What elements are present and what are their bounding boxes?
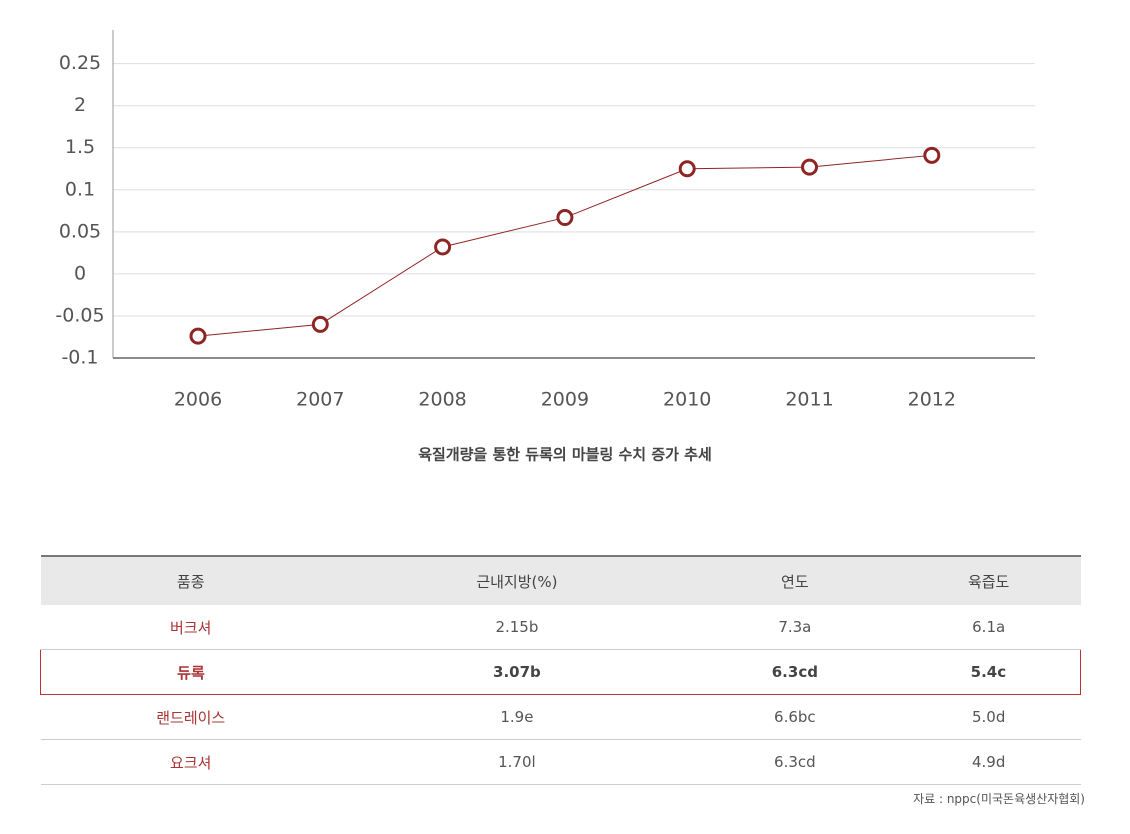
table-cell: 3.07b (340, 649, 693, 695)
table-cell: 6.3cd (692, 739, 897, 785)
x-tick-label: 2008 (418, 389, 466, 411)
y-tick-label: 0.1 (65, 178, 95, 200)
x-tick-label: 2006 (174, 389, 222, 411)
breed-name: 버크셔 (40, 605, 341, 650)
y-tick-label: 1.5 (65, 136, 95, 158)
data-point (189, 327, 207, 345)
y-tick-label: 2 (74, 94, 86, 116)
chart: 육질개량을 통한 듀록의 마블링 수치 증가 추세 -0.1 -0.05 0 0.05… (55, 30, 1035, 464)
data-point (678, 160, 696, 178)
table-cell: 1.70l (340, 739, 693, 785)
table-cell: 6.6bc (692, 694, 897, 740)
header-cell: 근내지방(%) (340, 555, 693, 605)
x-tick-label: 2012 (908, 389, 956, 411)
x-tick-label: 2011 (785, 389, 833, 411)
table-cell: 4.9d (896, 739, 1081, 785)
x-tick-label: 2009 (541, 389, 589, 411)
data-point (923, 146, 941, 164)
table-row: 요크셔 1.70l 6.3cd 4.9d (40, 739, 1081, 785)
table-row: 버크셔 2.15b 7.3a 6.1a (40, 605, 1081, 650)
x-tick-label: 2010 (663, 389, 711, 411)
x-tick-label: 2007 (296, 389, 344, 411)
table-cell: 5.4c (896, 649, 1081, 695)
table-cell: 6.1a (896, 605, 1081, 650)
table-cell: 5.0d (896, 694, 1081, 740)
data-point (801, 158, 818, 176)
header-cell: 품종 (40, 555, 341, 605)
data-table: 품종 근내지방(%) 연도 육즙도 버크셔 2.15b 7.3a 6.1a 듀록 3.07b 6.3… (39, 555, 1081, 785)
table-row: 랜드레이스 1.9e 6.6bc 5.0d (40, 694, 1081, 740)
data-point (556, 209, 574, 227)
header-cell: 연도 (692, 555, 897, 605)
y-tick-label: 0.05 (59, 220, 101, 242)
y-tick-label: 0 (74, 262, 86, 284)
table-cell: 7.3a (692, 605, 897, 650)
y-tick-label: 0.25 (59, 52, 101, 74)
table-cell: 2.15b (340, 605, 693, 650)
table-cell: 6.3cd (692, 649, 897, 695)
y-tick-label: -0.05 (55, 304, 104, 326)
breed-name: 랜드레이스 (40, 694, 341, 740)
data-line (197, 154, 932, 337)
table-cell: 1.9e (340, 694, 693, 740)
breed-name: 요크셔 (40, 739, 341, 785)
header-cell: 육즙도 (896, 555, 1081, 605)
table-row: 듀록 3.07b 6.3cd 5.4c (39, 649, 1081, 695)
breed-name: 듀록 (39, 649, 341, 695)
y-tick-label: -0.1 (61, 347, 98, 369)
data-point (434, 238, 452, 256)
source-note: 자료 : nppc(미국돈육생산자협회) (913, 792, 1085, 806)
data-point (311, 315, 329, 333)
chart-title: 육질개량을 통한 듀록의 마블링 수치 증가 추세 (418, 446, 712, 464)
